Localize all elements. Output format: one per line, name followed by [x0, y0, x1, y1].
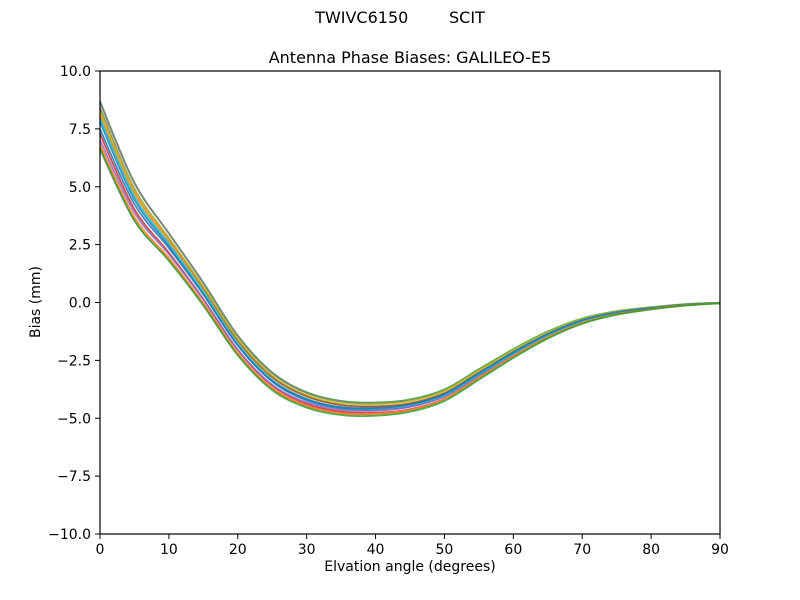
series-line: [99, 149, 721, 416]
y-tick-label: 2.5: [69, 238, 91, 254]
x-tick-label: 40: [367, 542, 385, 558]
y-tick-label: −10.0: [48, 527, 91, 543]
x-axis-label: Elvation angle (degrees): [324, 559, 496, 575]
x-tick-label: 70: [573, 542, 591, 558]
y-tick-label: −7.5: [57, 469, 91, 485]
figure-suptitle: TWIVC6150 SCIT: [315, 8, 485, 27]
x-tick-label: 20: [229, 542, 247, 558]
x-tick-label: 80: [642, 542, 660, 558]
x-tick-label: 10: [160, 542, 178, 558]
y-tick-label: 5.0: [69, 180, 91, 196]
series-line: [99, 108, 721, 408]
axes-frame: [99, 70, 721, 535]
x-tick-label: 50: [436, 542, 454, 558]
series-line: [99, 121, 721, 412]
y-tick-label: 0.0: [69, 296, 91, 312]
axes-title: Antenna Phase Biases: GALILEO-E5: [268, 48, 552, 67]
series-line: [99, 148, 721, 418]
series-line: [99, 100, 721, 405]
series-line: [99, 114, 721, 408]
y-tick-label: −2.5: [57, 353, 91, 369]
y-tick-label: 10.0: [60, 64, 91, 80]
x-tick-label: 30: [298, 542, 316, 558]
series-line: [99, 101, 721, 404]
x-tick-label: 90: [711, 542, 729, 558]
x-tick-label: 0: [96, 542, 105, 558]
y-tick-label: 7.5: [69, 122, 91, 138]
series-line: [99, 110, 721, 406]
series-line: [99, 117, 721, 410]
x-tick-label: 60: [504, 542, 522, 558]
y-tick-label: −5.0: [57, 411, 91, 427]
series-line: [99, 128, 721, 410]
